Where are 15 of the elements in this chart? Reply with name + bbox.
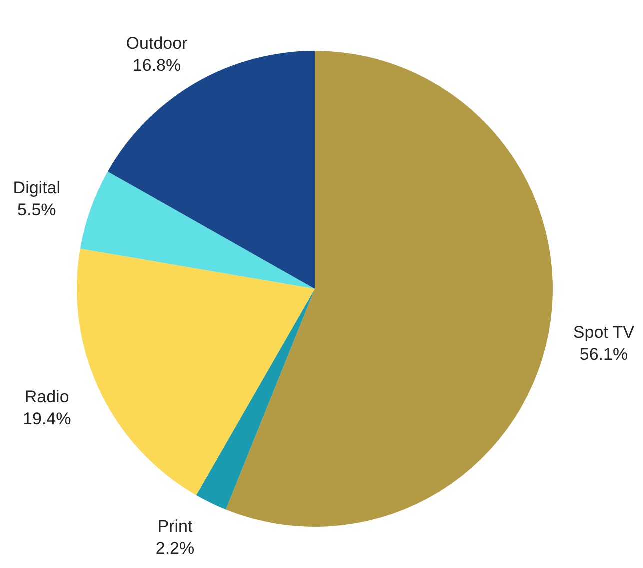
data-label: 19.4% bbox=[22, 409, 72, 428]
pie-slice bbox=[108, 51, 315, 289]
data-label: 56.1% bbox=[580, 344, 628, 364]
data-label: 5.5% bbox=[18, 200, 56, 220]
slice-label: Outdoor bbox=[126, 34, 188, 53]
slice-label: Digital bbox=[13, 178, 61, 198]
slice-label: Spot TV bbox=[573, 322, 636, 342]
pie-slice bbox=[80, 172, 315, 289]
pie-slice bbox=[226, 51, 553, 527]
data-label: 2.2% bbox=[156, 539, 195, 558]
pie-slice bbox=[77, 248, 315, 496]
slice-label: Radio bbox=[24, 387, 70, 406]
pie-slice bbox=[196, 289, 315, 510]
slice-label: Print bbox=[158, 517, 193, 536]
data-label: 16.8% bbox=[132, 56, 182, 75]
